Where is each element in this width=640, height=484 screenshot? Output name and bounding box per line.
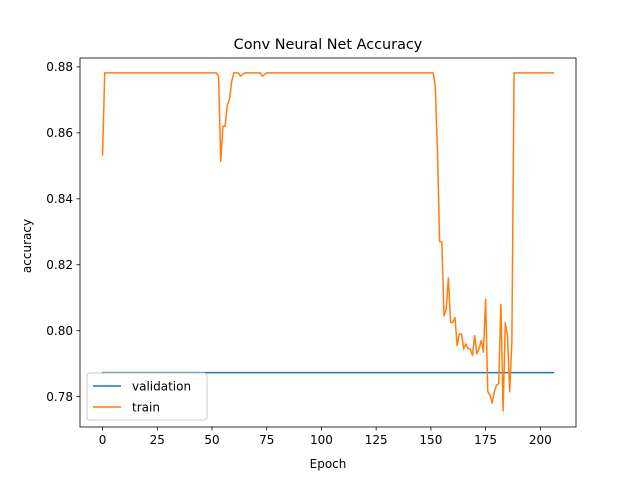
legend-box [86, 372, 208, 421]
x-tick-label: 75 [259, 433, 274, 447]
axes-frame [79, 57, 577, 428]
legend-label-train: train [132, 400, 160, 414]
y-tick-label: 0.80 [46, 324, 73, 338]
series-line-train [101, 72, 555, 412]
x-tick-label: 175 [474, 433, 497, 447]
x-axis-label: Epoch [310, 457, 347, 471]
y-tick-label: 0.78 [46, 390, 73, 404]
x-tick-label: 100 [310, 433, 333, 447]
axes: 0 25 50 75 100 125 150 175 200 0.78 0.80 0.82 0.84 0.… [46, 57, 577, 447]
y-tick-label: 0.82 [46, 258, 73, 272]
y-tick-label: 0.88 [46, 60, 73, 74]
legend-label-validation: validation [132, 379, 191, 393]
x-tick-label: 200 [529, 433, 552, 447]
y-tick-label: 0.84 [46, 192, 73, 206]
x-tick-label: 50 [204, 433, 219, 447]
x-tick-label: 0 [99, 433, 107, 447]
plot-area [80, 58, 576, 427]
legend: validation train [86, 372, 208, 421]
x-tick-label: 125 [365, 433, 388, 447]
plot-background [80, 58, 576, 427]
x-tick-label: 25 [150, 433, 165, 447]
y-axis-label: accuracy [20, 219, 34, 273]
chart-labels: Conv Neural Net Accuracy Epoch accuracy [20, 37, 423, 471]
x-tick-label: 150 [419, 433, 442, 447]
y-tick-label: 0.86 [46, 126, 73, 140]
chart-title: Conv Neural Net Accuracy [234, 37, 423, 53]
